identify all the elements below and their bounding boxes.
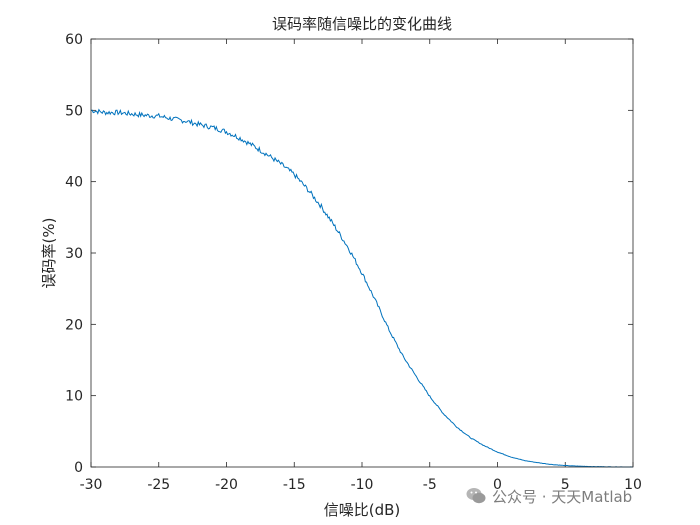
y-tick-label: 40 [65,175,83,191]
wechat-icon [466,488,486,504]
x-tick-label: -25 [147,477,170,493]
x-tick-label: -5 [423,477,437,493]
series-line [90,108,634,468]
x-tick-label: -10 [351,477,374,493]
x-axis-label: 信噪比(dB) [324,501,401,519]
x-tick-label: -30 [80,477,103,493]
y-axis-label: 误码率(%) [40,218,58,289]
x-tick-label: 10 [624,477,642,493]
chart-title: 误码率随信噪比的变化曲线 [272,15,452,33]
x-tick-label: -15 [283,477,306,493]
y-tick-label: 0 [74,460,83,476]
axis-tick-labels: -30 -25 -20 -15 -10 -5 0 5 10 0 10 20 30 40 50 60 [65,32,642,493]
x-tick-label: 5 [561,477,570,493]
y-tick-label: 30 [65,246,83,262]
y-tick-label: 20 [65,317,83,333]
watermark: 公众号 · 天天Matlab [466,486,632,507]
y-tick-label: 60 [65,32,83,48]
plot-area [91,39,633,467]
watermark-text: 公众号 · 天天Matlab [492,488,633,506]
x-tick-label: -20 [215,477,238,493]
y-tick-label: 50 [65,103,83,119]
y-tick-label: 10 [65,389,83,405]
x-tick-label: 0 [493,477,502,493]
plot-frame [90,38,634,468]
